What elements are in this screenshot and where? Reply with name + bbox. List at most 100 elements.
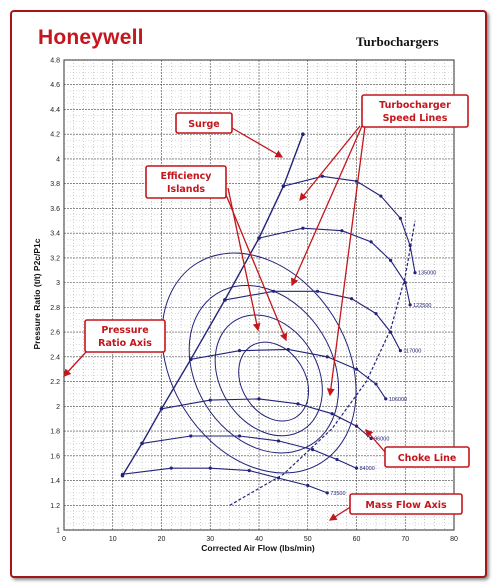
speed-line-point: [379, 194, 383, 198]
speed-line-point: [374, 382, 378, 386]
speed-line-point: [325, 355, 329, 359]
x-tick-label: 20: [158, 536, 166, 543]
speed-line-label: 84000: [360, 466, 375, 472]
speed-line-point: [301, 226, 305, 230]
speed-line-point: [276, 439, 281, 443]
efficiency-callout-line2: Islands: [167, 184, 205, 195]
surge-point: [140, 441, 144, 446]
surge-line: [121, 133, 304, 476]
speed-line-point: [354, 424, 359, 428]
speed-line-point: [315, 289, 320, 293]
y-tick-label: 3.4: [50, 231, 60, 238]
x-tick-label: 80: [450, 536, 458, 543]
speed-line-point: [311, 448, 315, 452]
choke-callout-label: Choke Line: [398, 453, 457, 464]
efficiency-callout: Efficiency Islands: [145, 165, 227, 199]
efficiency-island: [188, 284, 340, 454]
y-tick-label: 3.6: [50, 206, 60, 213]
y-tick-label: 4.8: [50, 58, 60, 65]
callout-arrow: [365, 429, 386, 453]
choke-line: [229, 220, 416, 506]
surge-point: [188, 357, 193, 362]
surge-point: [159, 406, 164, 411]
limit-lines: [120, 132, 416, 506]
speed-line-point: [306, 483, 310, 488]
chart-title: Turbochargers: [356, 34, 439, 49]
speed-line-point: [413, 271, 417, 275]
speed-line-point: [369, 240, 373, 244]
efficiency-island: [214, 314, 323, 437]
speed-line-label: 117000: [403, 349, 421, 355]
y-tick-label: 2.2: [50, 379, 60, 386]
speed-line-point: [335, 457, 339, 462]
speed-line-point: [237, 349, 242, 353]
efficiency-callout-line1: Efficiency: [160, 171, 212, 182]
y-tick-label: 4.2: [50, 132, 60, 139]
axis-ticks: 0 10 20 30 40 50 60 70 80 1 1.2 1.4 1.6 1.8 2 2.2 2.4 2.6…: [50, 58, 458, 544]
speed-lines: 73500 84000 96000 106000 117000 122500 135000: [120, 174, 436, 497]
speed-line-point: [408, 303, 412, 307]
y-tick-label: 2.6: [50, 330, 60, 337]
speed-line-label: 106000: [389, 397, 407, 403]
speed-line-point: [398, 216, 402, 220]
y-tick-label: 2.4: [50, 354, 60, 361]
x-tick-label: 70: [401, 536, 409, 543]
callout-arrow: [291, 125, 363, 287]
speed-line-point: [384, 397, 388, 401]
callout-arrow: [231, 127, 284, 158]
pressure-axis-callout-line1: Pressure: [101, 325, 148, 336]
mass-flow-callout-label: Mass Flow Axis: [365, 500, 447, 511]
speed-line-point: [208, 466, 212, 470]
callout-arrow: [299, 125, 361, 202]
y-tick-label: 3.2: [50, 255, 60, 262]
y-tick-label: 1: [56, 528, 60, 535]
x-axis-label: Corrected Air Flow (lbs/min): [201, 543, 315, 553]
efficiency-island: [161, 252, 357, 474]
y-tick-label: 2: [56, 404, 60, 411]
mass-flow-callout: Mass Flow Axis: [349, 493, 463, 515]
grid: [63, 59, 455, 531]
speed-line-point: [286, 347, 290, 352]
x-tick-label: 40: [255, 536, 263, 543]
choke-callout: Choke Line: [384, 446, 470, 468]
y-tick-label: 3: [56, 280, 60, 287]
y-tick-label: 4: [56, 156, 60, 163]
speed-line-point: [325, 491, 329, 495]
surge-point: [281, 184, 286, 188]
speed-lines-callout: Turbocharger Speed Lines: [361, 94, 469, 128]
speed-line-point: [208, 398, 212, 402]
speed-line-point: [237, 434, 242, 438]
speed-line-point: [354, 367, 359, 371]
speed-line-label: 135000: [418, 271, 436, 277]
surge-point: [223, 298, 227, 302]
speed-line-point: [257, 397, 261, 401]
callout-arrow: [63, 351, 87, 377]
y-tick-label: 1.6: [50, 453, 60, 460]
x-tick-label: 60: [353, 536, 361, 543]
speed-line-label: 73500: [330, 491, 345, 497]
speed-line-label: 122500: [413, 303, 431, 309]
y-tick-label: 2.8: [50, 305, 60, 312]
speed-lines-callout-line2: Speed Lines: [383, 113, 448, 124]
y-tick-label: 1.8: [50, 429, 60, 436]
y-tick-label: 1.4: [50, 478, 60, 485]
y-tick-label: 3.8: [50, 181, 60, 188]
surge-callout: Surge: [175, 112, 233, 134]
surge-point: [301, 132, 305, 137]
speed-line-point: [398, 349, 402, 353]
surge-point: [120, 473, 125, 478]
pressure-axis-callout: Pressure Ratio Axis: [84, 319, 166, 353]
pressure-axis-callout-line2: Ratio Axis: [98, 338, 152, 349]
callout-arrow: [326, 125, 366, 397]
y-tick-label: 4.6: [50, 82, 60, 89]
callout-arrows: [63, 125, 386, 521]
speed-line-point: [296, 402, 300, 406]
efficiency-islands: [161, 252, 357, 474]
honeywell-logo: Honeywell: [38, 26, 144, 49]
speed-lines-callout-line1: Turbocharger: [379, 100, 451, 111]
speed-line-point: [350, 297, 354, 301]
efficiency-island: [238, 341, 310, 422]
speed-line-point: [403, 281, 407, 285]
speed-line-point: [354, 466, 359, 470]
speed-line-point: [340, 229, 344, 233]
